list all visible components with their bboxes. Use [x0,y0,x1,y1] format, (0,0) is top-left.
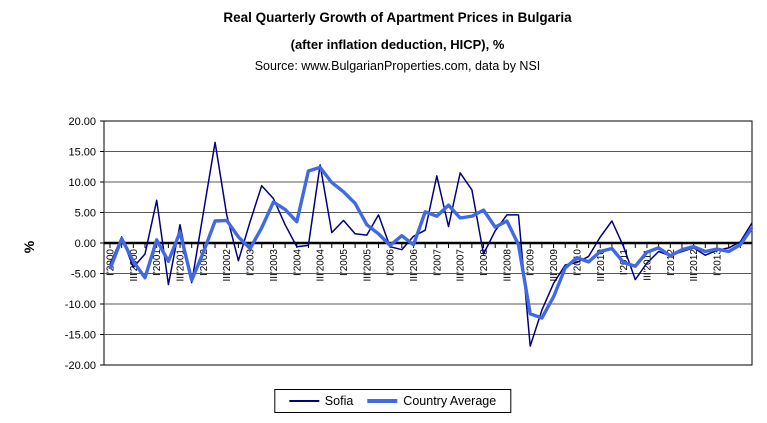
x-tick-label: I'2007 [432,249,443,276]
series-line-sofia [109,141,753,347]
x-tick-label: III'2003 [269,249,280,282]
x-tick-label: I'2001 [152,249,163,276]
x-tick-label: I'2008 [479,249,490,276]
x-tick-label: I'2002 [199,249,210,276]
chart-title: Real Quarterly Growth of Apartment Price… [223,10,572,25]
x-tick-label: III'2007 [456,249,467,282]
y-tick-label: -5.00 [71,269,96,281]
x-tick-label: III'2012 [689,249,700,282]
x-tick-label: III'2008 [502,249,513,282]
x-tick-label: I'2006 [386,249,397,276]
y-tick-label: 15.00 [68,147,96,159]
y-tick-label: -10.00 [65,299,96,311]
x-tick-label: III'2006 [409,249,420,282]
x-tick-label: I'2004 [292,249,303,276]
x-tick-label: I'2012 [666,249,677,276]
x-tick-label: III'2005 [362,249,373,282]
x-tick-label: III'2009 [549,249,560,282]
x-tick-label: III'2002 [222,249,233,282]
y-tick-label: -20.00 [65,360,96,372]
y-axis-title: % [21,240,37,253]
x-tick-label: III'2010 [596,249,607,282]
x-tick-label: III'2001 [176,249,187,282]
x-tick-label: III'2011 [642,249,653,281]
legend-item-country-average: Country Average [367,394,496,408]
x-tick-label: I'2013 [712,249,723,276]
x-tick-label: I'2009 [526,249,537,276]
legend-label-country-average: Country Average [403,394,497,408]
y-tick-label: -15.00 [65,330,96,342]
legend-label-sofia: Sofia [324,394,354,408]
x-tick-label: I'2005 [339,249,350,276]
legend: Sofia Country Average [273,389,512,413]
series-line-country-average [108,165,754,320]
y-tick-label: 0.00 [75,238,96,250]
sofia-line-swatch [288,400,319,402]
x-tick-label: I'2003 [246,249,257,276]
y-tick-label: 5.00 [75,208,96,220]
chart-source-note: Source: www.BulgarianProperties.com, dat… [254,59,541,73]
legend-item-sofia: Sofia [288,394,354,408]
chart-subtitle: (after inflation deduction, HICP), % [290,37,505,52]
y-tick-label: 10.00 [68,177,96,189]
country-average-line-swatch [367,399,398,403]
y-tick-label: 20.00 [68,116,96,128]
x-tick-label: III'2004 [316,249,327,282]
